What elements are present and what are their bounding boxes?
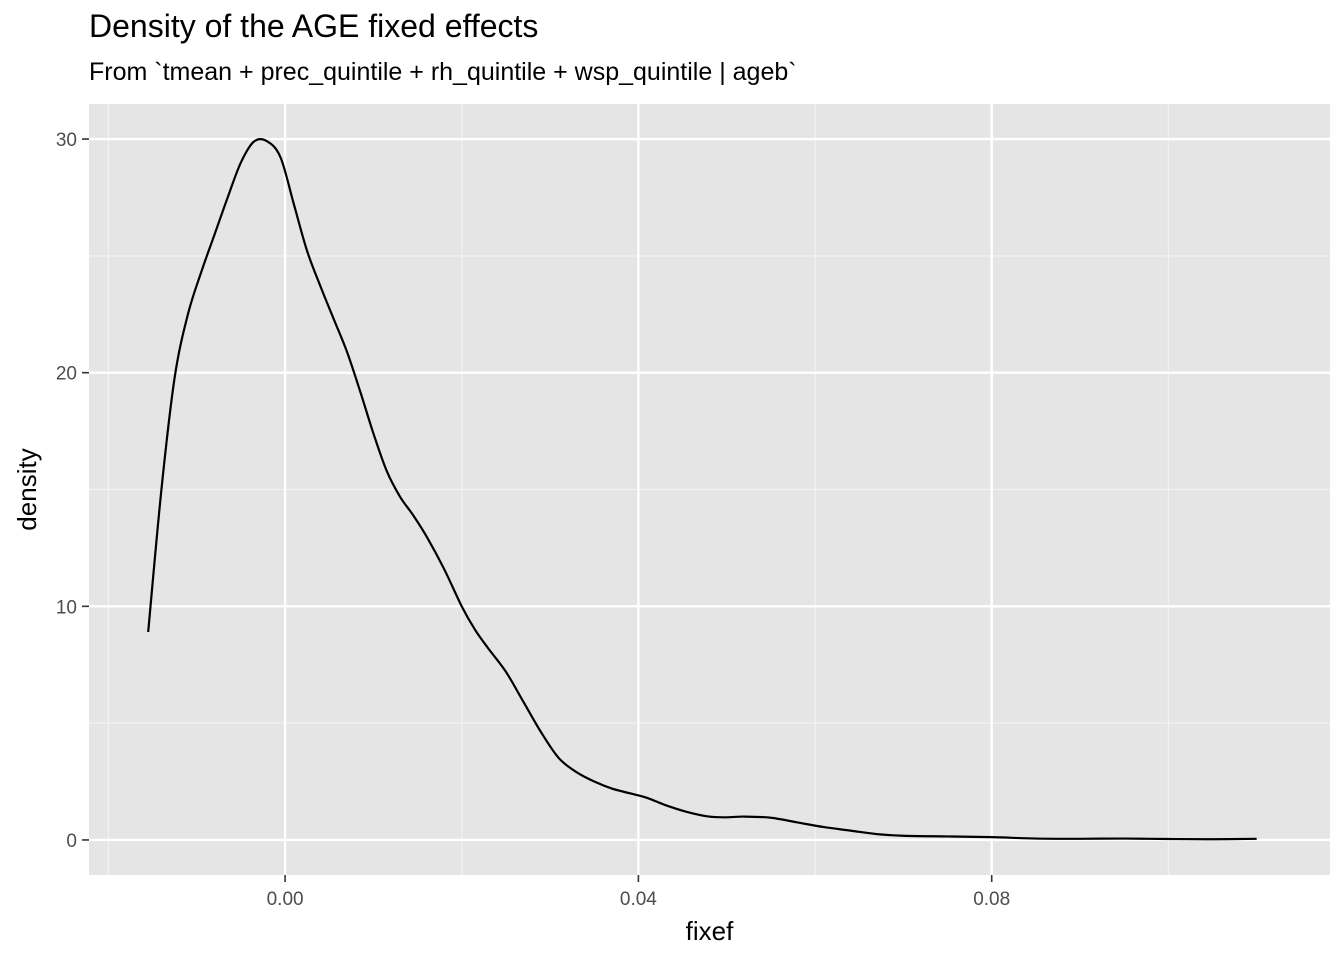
chart-title: Density of the AGE fixed effects (89, 8, 539, 44)
grid-major (89, 104, 1330, 875)
chart-subtitle: From `tmean + prec_quintile + rh_quintil… (89, 58, 797, 86)
y-axis-title: density (12, 448, 42, 530)
y-tick-label: 30 (56, 130, 77, 151)
y-tick-label: 20 (56, 364, 77, 385)
x-axis: 0.00 0.04 0.08 (267, 875, 1010, 910)
density-line-0 (147, 137, 1257, 841)
x-tick-label: 0.04 (620, 889, 657, 910)
series-layer (147, 137, 1257, 841)
x-tick-label: 0.08 (973, 889, 1010, 910)
x-tick-label: 0.00 (267, 889, 304, 910)
grid-minor (89, 104, 1330, 875)
y-axis: 0 10 20 30 (56, 130, 89, 852)
x-axis-title: fixef (686, 916, 734, 946)
y-tick-label: 10 (56, 597, 77, 618)
y-tick-label: 0 (66, 831, 77, 852)
